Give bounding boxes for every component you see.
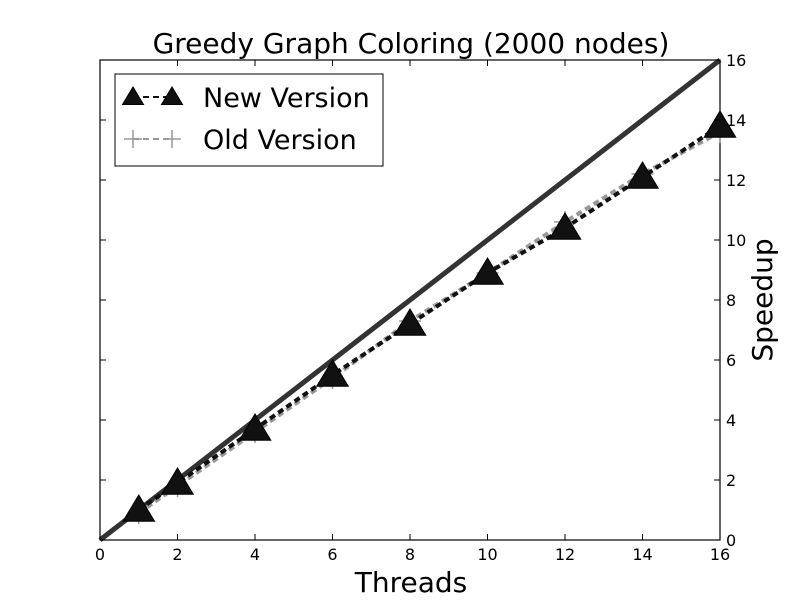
data-point-new-version <box>393 308 427 336</box>
x-axis-label: Threads <box>354 566 468 599</box>
y-axis-label: Speedup <box>746 238 779 361</box>
x-tick-label: 6 <box>327 545 337 564</box>
x-tick-label: 2 <box>172 545 182 564</box>
legend: New Version Old Version <box>114 73 384 167</box>
legend-marker-new-version <box>121 86 145 105</box>
legend-marker-new-version <box>160 86 184 105</box>
data-point-new-version <box>238 413 272 441</box>
series-line-new-version <box>137 124 722 512</box>
legend-marker-old-version <box>163 130 181 148</box>
data-point-new-version <box>470 257 505 285</box>
data-point-new-version <box>122 494 156 522</box>
x-tick-label: 10 <box>477 545 497 564</box>
y-tick-label: 2 <box>726 471 736 490</box>
legend-marker-old-version <box>124 130 142 148</box>
x-tick-label: 4 <box>250 545 260 564</box>
data-point-new-version <box>548 212 582 240</box>
x-tick-label: 12 <box>555 545 575 564</box>
data-point-new-version <box>160 467 195 495</box>
x-tick-label: 8 <box>405 545 415 564</box>
y-tick-label: 6 <box>726 351 736 370</box>
x-tick-label: 16 <box>710 545 730 564</box>
series-layer <box>122 110 737 524</box>
data-point-new-version <box>703 110 737 138</box>
y-tick-label: 8 <box>726 291 736 310</box>
legend-label-old-version: Old Version <box>203 125 357 156</box>
ideal-speedup-line <box>98 58 722 542</box>
x-tick-label: 0 <box>95 545 105 564</box>
y-tick-label: 10 <box>726 231 746 250</box>
y-tick-label: 14 <box>726 111 746 130</box>
x-tick-label: 14 <box>632 545 652 564</box>
chart-title: Greedy Graph Coloring (2000 nodes) <box>153 27 670 60</box>
reference-line-layer <box>98 58 722 542</box>
legend-label-new-version: New Version <box>203 83 370 114</box>
data-point-new-version <box>315 359 350 387</box>
y-tick-label: 0 <box>726 531 736 550</box>
legend-box <box>114 73 384 167</box>
y-tick-label: 16 <box>726 51 746 70</box>
y-tick-label: 4 <box>726 411 736 430</box>
y-tick-label: 12 <box>726 171 746 190</box>
data-point-new-version <box>625 161 660 189</box>
